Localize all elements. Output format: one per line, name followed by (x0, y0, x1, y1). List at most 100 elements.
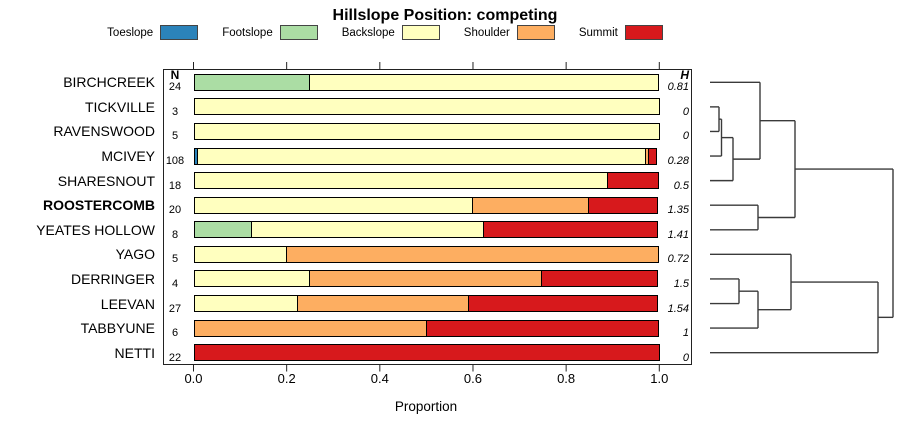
n-value: 24 (168, 81, 182, 94)
h-value: 0.72 (667, 253, 689, 266)
stacked-bar (193, 344, 660, 362)
bar-segment-shoulder (285, 245, 659, 263)
h-value: 0.81 (667, 81, 689, 94)
legend-swatch (624, 25, 663, 40)
n-value: 5 (171, 253, 179, 266)
h-value: 1.35 (667, 204, 689, 217)
n-value: 8 (171, 228, 179, 241)
row-label: YEATES HOLLOW (36, 221, 155, 238)
h-value: 1.41 (667, 228, 689, 241)
legend-item-toeslope: Toeslope (107, 25, 199, 40)
x-tick-label: 0.8 (557, 371, 576, 386)
bar-segment-summit (425, 319, 659, 337)
legend-swatch (516, 25, 555, 40)
row-label: NETTI (114, 344, 155, 361)
h-value: 1 (682, 327, 689, 340)
bar-segment-shoulder (471, 196, 589, 214)
legend-label: Summit (578, 26, 618, 39)
bar-segment-summit (540, 270, 658, 288)
h-column-header: H (680, 68, 689, 82)
bar-segment-backslope (308, 73, 659, 91)
bar-segment-footslope (193, 221, 252, 239)
bar-segment-backslope (193, 196, 473, 214)
bar-segment-shoulder (296, 295, 469, 313)
n-value: 6 (171, 327, 179, 340)
stacked-bar (193, 172, 659, 190)
stacked-bar (193, 122, 660, 140)
legend-item-backslope: Backslope (342, 25, 440, 40)
row-label: ROOSTERCOMB (43, 197, 155, 214)
legend-swatch (279, 25, 318, 40)
bar-segment-backslope (193, 270, 310, 288)
legend-label: Shoulder (463, 26, 510, 39)
bar-segment-summit (647, 147, 657, 165)
n-value: 5 (171, 130, 179, 143)
n-value: 18 (168, 179, 182, 192)
stacked-bar (193, 270, 658, 288)
h-value: 0 (682, 351, 689, 364)
row-label: LEEVAN (100, 295, 155, 312)
stacked-bar (193, 319, 659, 337)
stacked-bar (193, 98, 660, 116)
row-label: DERRINGER (70, 270, 155, 287)
h-value: 0.28 (667, 155, 689, 168)
bar-segment-backslope (193, 98, 660, 116)
row-label: TABBYUNE (80, 320, 155, 337)
n-value: 20 (168, 204, 182, 217)
bar-segment-backslope (193, 295, 298, 313)
n-value: 108 (165, 155, 185, 168)
n-column-header: N (170, 68, 180, 82)
bar-segment-summit (587, 196, 658, 214)
legend-swatch (160, 25, 199, 40)
legend-swatch (401, 25, 440, 40)
legend-item-footslope: Footslope (222, 25, 318, 40)
row-label: BIRCHCREEK (63, 74, 155, 91)
bar-segment-summit (467, 295, 658, 313)
h-value: 0 (682, 130, 689, 143)
bar-segment-summit (482, 221, 658, 239)
legend-label: Backslope (341, 26, 395, 39)
bar-segment-backslope (193, 172, 608, 190)
bar-segment-backslope (196, 147, 646, 165)
stacked-bar (193, 73, 659, 91)
stacked-bar (193, 221, 658, 239)
legend-label: Footslope (222, 26, 273, 39)
x-tick-label: 0.6 (463, 371, 482, 386)
n-value: 3 (171, 105, 179, 118)
legend-item-summit: Summit (579, 25, 663, 40)
bar-segment-summit (193, 344, 660, 362)
bar-segment-backslope (193, 122, 660, 140)
n-value: 22 (168, 351, 182, 364)
x-axis-title: Proportion (394, 399, 458, 414)
n-value: 27 (168, 302, 182, 315)
bar-segment-footslope (193, 73, 310, 91)
bar-segment-backslope (193, 245, 287, 263)
h-value: 1.54 (667, 302, 689, 315)
legend: Toeslope Footslope Backslope Shoulder Summit (0, 25, 900, 40)
h-value: 0.5 (673, 179, 689, 192)
bar-segment-summit (606, 172, 659, 190)
x-tick-label: 1.0 (650, 371, 669, 386)
plot-area-border (163, 69, 692, 365)
row-label: MCIVEY (101, 148, 155, 165)
x-tick-label: 0.4 (370, 371, 389, 386)
h-value: 0 (682, 105, 689, 118)
row-label: YAGO (115, 246, 155, 263)
stacked-bar (193, 245, 659, 263)
legend-label: Toeslope (107, 26, 154, 39)
bar-segment-shoulder (308, 270, 542, 288)
h-value: 1.5 (673, 277, 689, 290)
stacked-bar (193, 196, 658, 214)
n-value: 4 (171, 277, 179, 290)
bar-segment-shoulder (193, 319, 427, 337)
x-tick-label: 0.0 (184, 371, 203, 386)
row-label: RAVENSWOOD (53, 123, 155, 140)
row-label: TICKVILLE (84, 98, 155, 115)
legend-item-shoulder: Shoulder (464, 25, 555, 40)
stacked-bar (193, 147, 657, 165)
row-label: SHARESNOUT (57, 172, 155, 189)
chart-title: Hillslope Position: competing (332, 7, 558, 24)
x-tick-label: 0.2 (277, 371, 296, 386)
bar-segment-backslope (250, 221, 484, 239)
